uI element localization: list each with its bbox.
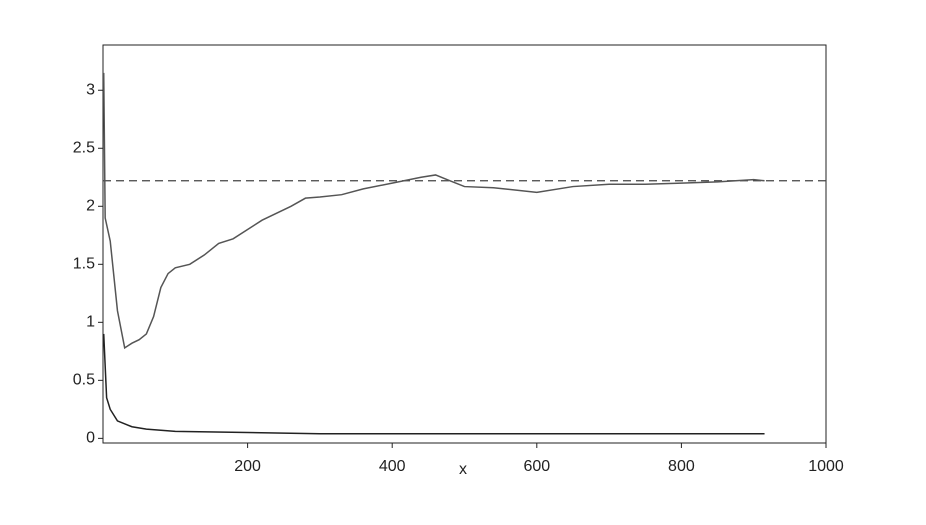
y-tick-label: 2 xyxy=(86,198,95,215)
x-axis-label: x xyxy=(459,461,467,478)
x-tick-label: 400 xyxy=(379,458,406,475)
y-tick-label: 0 xyxy=(86,430,95,447)
y-tick-label: 0.5 xyxy=(73,372,95,389)
data-line xyxy=(102,72,765,350)
plot-frame xyxy=(102,44,827,444)
x-tick-label: 800 xyxy=(668,458,695,475)
y-tick-label: 1 xyxy=(86,314,95,331)
x-tick-label: 200 xyxy=(234,458,261,475)
y-tick-label: 3 xyxy=(86,81,95,98)
y-tick-label: 1.5 xyxy=(73,256,95,273)
x-tick-label: 600 xyxy=(523,458,550,475)
x-tick-label: 1000 xyxy=(808,458,844,475)
data-line xyxy=(102,333,765,435)
y-tick-label: 2.5 xyxy=(73,139,95,156)
